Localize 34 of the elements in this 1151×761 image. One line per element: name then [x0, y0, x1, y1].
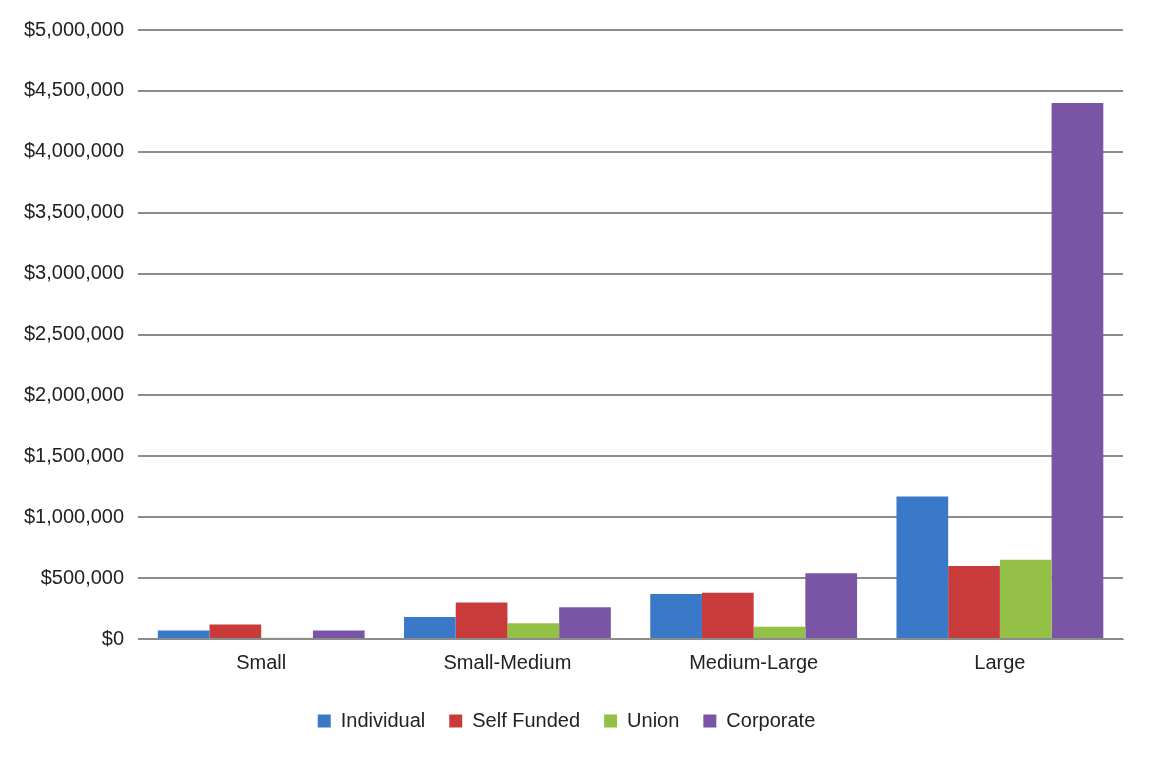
- bar: [559, 607, 611, 638]
- legend-label: Corporate: [726, 708, 816, 731]
- x-tick-label: Large: [974, 650, 1026, 673]
- legend-label: Individual: [340, 708, 426, 731]
- y-tick-label: $1,500,000: [23, 443, 125, 466]
- bar: [896, 496, 949, 638]
- bar: [507, 623, 560, 638]
- bar: [209, 624, 262, 638]
- bar: [753, 626, 806, 638]
- bar: [455, 602, 508, 638]
- x-tick-label: Small: [236, 650, 287, 673]
- y-tick-label: $2,000,000: [23, 382, 125, 405]
- y-tick-label: $3,000,000: [23, 261, 125, 284]
- y-tick-label: $5,000,000: [23, 17, 125, 40]
- bar: [1051, 103, 1104, 638]
- bar: [999, 559, 1052, 638]
- y-tick-label: $3,500,000: [23, 200, 125, 223]
- legend-label: Self Funded: [472, 708, 581, 731]
- bar: [948, 565, 1000, 638]
- y-tick-label: $2,500,000: [23, 322, 125, 345]
- y-tick-label: $4,500,000: [23, 78, 125, 101]
- y-tick-label: $1,000,000: [23, 504, 125, 527]
- bar: [650, 593, 702, 638]
- bar: [312, 630, 365, 638]
- bar: [404, 617, 456, 638]
- y-tick-label: $0: [101, 626, 125, 649]
- x-tick-label: Small-Medium: [443, 650, 572, 673]
- x-tick-label: Medium-Large: [689, 650, 819, 673]
- bar: [805, 573, 858, 638]
- bar: [701, 592, 754, 638]
- y-tick-label: $500,000: [40, 565, 125, 588]
- legend-label: Union: [627, 708, 680, 731]
- y-tick-label: $4,000,000: [23, 139, 125, 162]
- bar: [157, 630, 210, 638]
